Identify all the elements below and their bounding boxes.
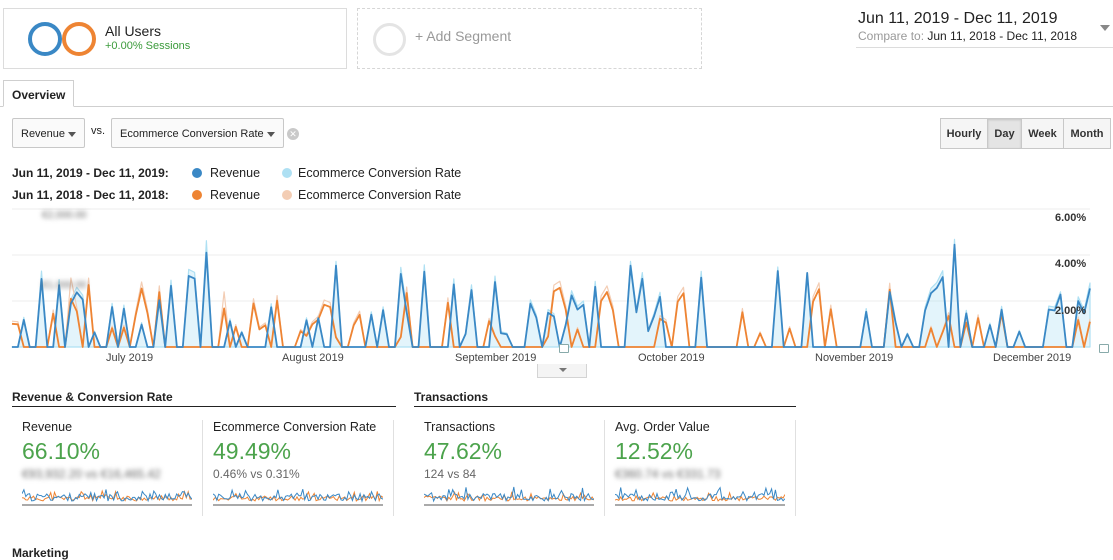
metric-card-avg-order-value[interactable]: Avg. Order Value 12.52% €360.74 vs €331.… xyxy=(615,418,805,516)
sparkline-current xyxy=(424,486,594,503)
legend-previous-range: Jun 11, 2018 - Dec 11, 2018: xyxy=(12,188,169,202)
chevron-down-icon xyxy=(1100,25,1110,31)
granularity-month-button[interactable]: Month xyxy=(1063,118,1111,149)
card-divider xyxy=(393,420,394,516)
legend-conversion-previous: Ecommerce Conversion Rate xyxy=(298,188,462,202)
chart-collapse-handle[interactable] xyxy=(537,364,587,378)
legend-conversion-previous-dot-icon xyxy=(282,190,292,200)
sparkline xyxy=(213,488,383,506)
chevron-down-icon xyxy=(267,132,275,137)
sparkline-current xyxy=(22,488,192,503)
date-range-main: Jun 11, 2019 - Dec 11, 2019 xyxy=(858,10,1058,27)
granularity-week-button[interactable]: Week xyxy=(1021,118,1064,149)
card-value: 12.52% xyxy=(615,438,694,464)
y-axis-left-tick-top: €2,000.00 xyxy=(42,210,87,221)
granularity-hourly-button[interactable]: Hourly xyxy=(940,118,988,149)
card-value: 66.10% xyxy=(22,438,101,464)
section-title-transactions: Transactions xyxy=(414,390,796,407)
sparkline-previous xyxy=(615,491,785,502)
annotation-marker-icon[interactable] xyxy=(1099,344,1109,353)
sparkline-previous xyxy=(424,490,594,503)
x-axis-label-october: October 2019 xyxy=(638,352,705,364)
compare-prefix: Compare to: xyxy=(858,29,925,43)
card-divider xyxy=(202,420,203,516)
card-comparison: €360.74 vs €331.73 xyxy=(615,467,721,481)
card-comparison: €93,932.20 vs €16,465.42 xyxy=(22,467,161,481)
secondary-metric-select[interactable]: Ecommerce Conversion Rate xyxy=(111,118,284,148)
sparkline xyxy=(22,488,192,506)
section-title-revenue-conversion: Revenue & Conversion Rate xyxy=(12,390,396,407)
series-revenue-current xyxy=(12,243,1091,348)
chevron-down-icon xyxy=(68,132,76,137)
card-comparison: 124 vs 84 xyxy=(424,467,477,481)
primary-metric-label: Revenue xyxy=(21,128,66,140)
primary-metric-select[interactable]: Revenue xyxy=(12,118,85,148)
tab-bar xyxy=(0,106,1113,107)
sparkline-current xyxy=(615,486,785,502)
card-value: 49.49% xyxy=(213,438,292,464)
date-range-picker[interactable]: Jun 11, 2019 - Dec 11, 2019 Compare to: … xyxy=(856,8,1113,48)
card-label: Avg. Order Value xyxy=(615,420,710,434)
x-axis-label-august: August 2019 xyxy=(282,352,344,364)
x-axis-label-november: November 2019 xyxy=(815,352,894,364)
y-axis-right-tick-4: 4.00% xyxy=(1055,258,1087,270)
remove-metric-close-icon[interactable]: ✕ xyxy=(287,128,299,140)
annotation-marker-icon[interactable] xyxy=(559,344,569,353)
section-title-marketing: Marketing xyxy=(12,546,69,560)
x-axis-label-december: December 2019 xyxy=(993,352,1072,364)
segment-all-users[interactable]: All Users +0.00% Sessions xyxy=(3,8,347,69)
compare-range: Jun 11, 2018 - Dec 11, 2018 xyxy=(927,29,1078,43)
overview-chart[interactable] xyxy=(0,205,1113,355)
series-conversion-current xyxy=(11,238,1091,348)
legend-conversion-current: Ecommerce Conversion Rate xyxy=(298,166,462,180)
date-range-compare: Compare to: Jun 11, 2018 - Dec 11, 2018 xyxy=(858,29,1077,43)
add-segment-circle-icon xyxy=(373,23,406,56)
card-divider xyxy=(795,420,796,516)
chart-series xyxy=(11,238,1091,348)
segment-title: All Users xyxy=(105,23,162,39)
y-axis-left-tick-mid: €1,000.00 xyxy=(42,280,87,291)
legend-revenue-previous: Revenue xyxy=(210,188,261,202)
vs-label: vs. xyxy=(91,125,106,137)
legend-current-range: Jun 11, 2019 - Dec 11, 2019: xyxy=(12,166,169,180)
segment-subtitle: +0.00% Sessions xyxy=(105,40,191,52)
card-label: Transactions xyxy=(424,420,496,434)
x-axis-label-july: July 2019 xyxy=(106,352,154,364)
metric-card-transactions[interactable]: Transactions 47.62% 124 vs 84 xyxy=(424,418,614,516)
legend-revenue-previous-dot-icon xyxy=(192,190,202,200)
secondary-metric-label: Ecommerce Conversion Rate xyxy=(120,128,264,140)
add-segment-label: + Add Segment xyxy=(415,28,512,44)
segment-color-ring-blue-icon xyxy=(28,22,62,56)
add-segment-button[interactable]: + Add Segment xyxy=(357,8,702,69)
x-axis-label-september: September 2019 xyxy=(455,352,537,364)
sparkline xyxy=(615,486,785,506)
sparkline-current xyxy=(213,488,383,503)
granularity-day-button[interactable]: Day xyxy=(987,118,1022,149)
y-axis-right-tick-6: 6.00% xyxy=(1055,212,1087,224)
legend-revenue-current-dot-icon xyxy=(192,168,202,178)
legend-revenue-current: Revenue xyxy=(210,166,261,180)
card-label: Ecommerce Conversion Rate xyxy=(213,420,377,434)
legend-conversion-current-dot-icon xyxy=(282,168,292,178)
card-label: Revenue xyxy=(22,420,73,434)
metric-card-conversion-rate[interactable]: Ecommerce Conversion Rate 49.49% 0.46% v… xyxy=(213,418,403,516)
card-value: 47.62% xyxy=(424,438,503,464)
metric-card-revenue[interactable]: Revenue 66.10% €93,932.20 vs €16,465.42 xyxy=(22,418,212,516)
segment-color-ring-orange-icon xyxy=(62,22,96,56)
card-divider xyxy=(604,420,605,516)
card-comparison: 0.46% vs 0.31% xyxy=(213,467,300,481)
y-axis-right-tick-2: 2.00% xyxy=(1055,305,1087,317)
tab-overview[interactable]: Overview xyxy=(3,80,74,107)
sparkline-previous xyxy=(213,490,383,503)
sparkline xyxy=(424,486,594,506)
